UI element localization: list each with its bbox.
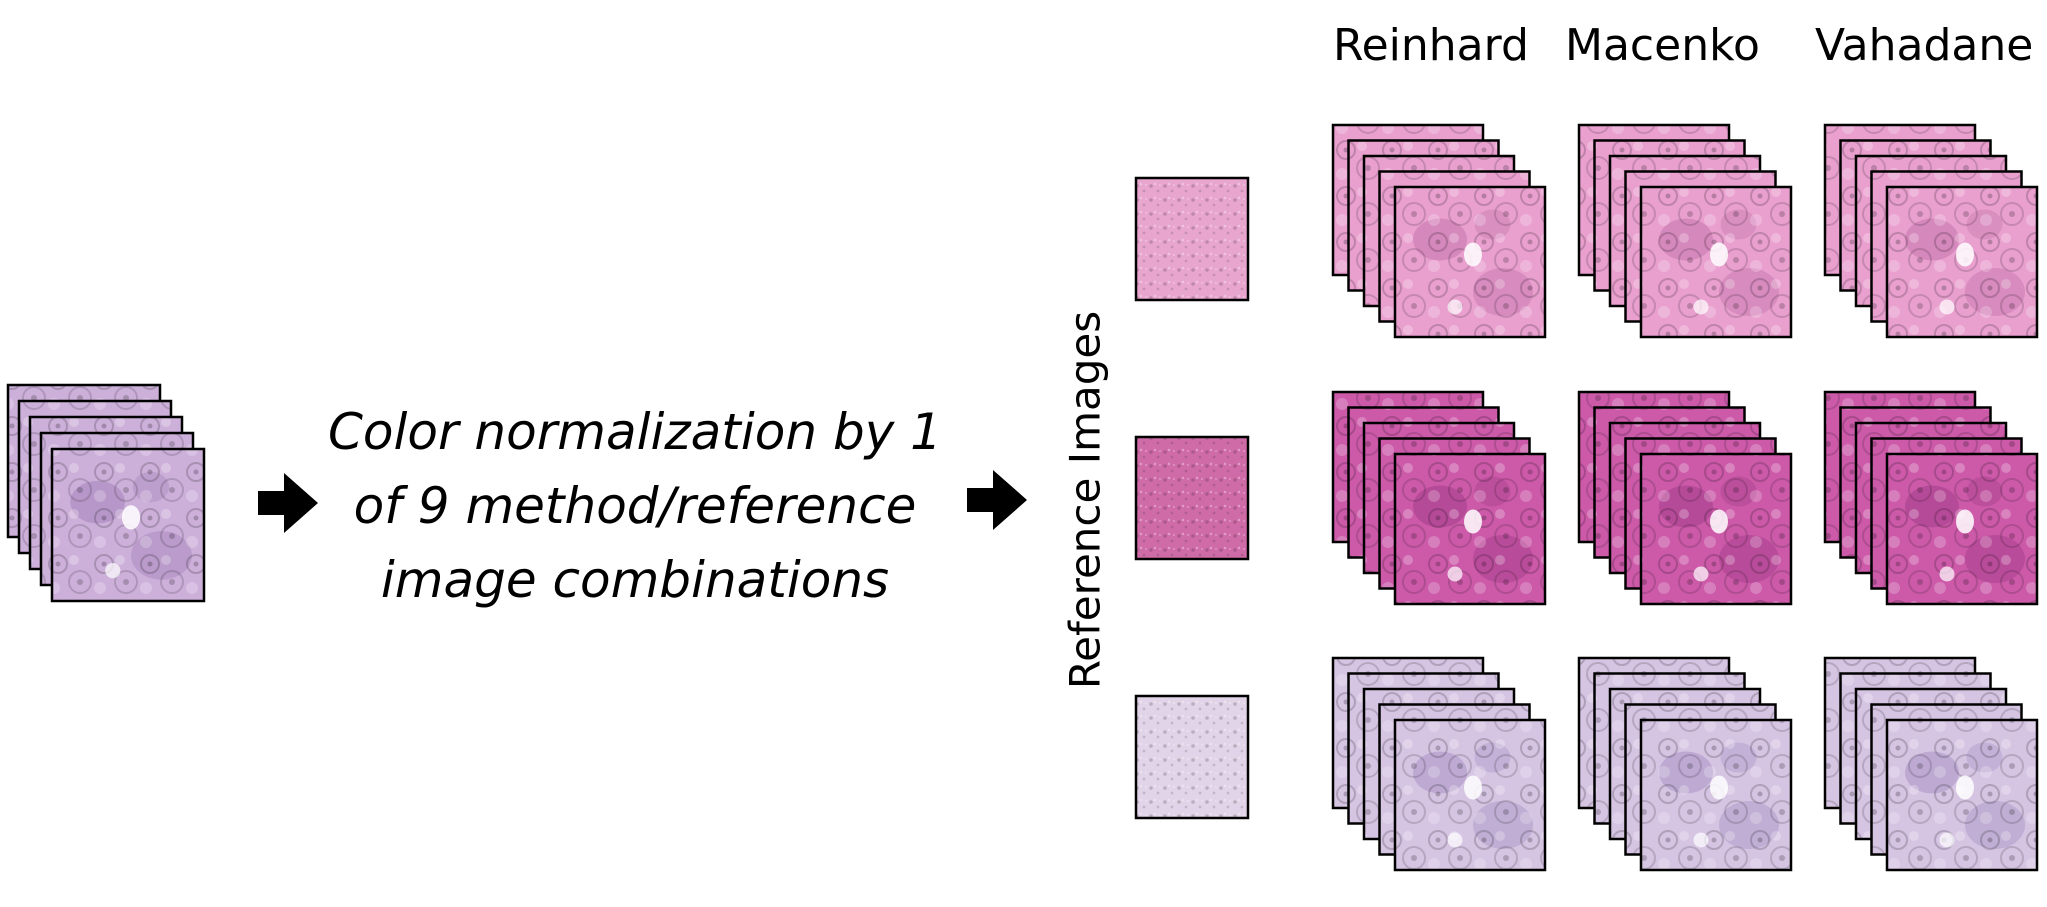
output-stack-r1-c2 [1577,123,1793,339]
output-stack-r2-c2 [1577,390,1793,606]
tissue-tile [1393,718,1547,872]
caption-line: of 9 method/reference [353,477,917,535]
output-stack-r2-c1 [1331,390,1547,606]
caption-line: Color normalization by 1 [328,403,942,461]
tissue-tile [1885,452,2039,606]
normalized-output-grid [1331,123,2039,872]
method-label-reinhard: Reinhard [1333,20,1529,71]
reference-image-1 [1134,176,1250,302]
arrow-icon [258,473,318,533]
input-tile-stack [6,383,206,603]
input-image-stack [6,383,206,603]
arrow-shape [967,470,1027,530]
tissue-tile [1639,452,1793,606]
tissue-tile [1393,452,1547,606]
caption-line: image combinations [380,551,890,609]
tissue-tile [1885,718,2039,872]
reference-images [1134,176,1250,820]
output-stack-r1-c3 [1823,123,2039,339]
method-label-vahadane: Vahadane [1815,20,2034,71]
process-caption: Color normalization by 1 of 9 method/ref… [310,395,960,617]
output-stack-r3-c1 [1331,656,1547,872]
reference-images-label-text: Reference Images [1060,310,1110,690]
tissue-tile [1639,185,1793,339]
output-stack-r3-c3 [1823,656,2039,872]
reference-image-3 [1134,694,1250,820]
output-stack-r1-c1 [1331,123,1547,339]
tissue-tile [50,447,206,603]
arrow-shape [258,473,318,533]
tissue-tile [1393,185,1547,339]
arrow-icon [967,470,1027,530]
reference-image-2 [1134,435,1250,561]
tissue-tile [1639,718,1793,872]
method-label-macenko: Macenko [1565,20,1760,71]
tissue-tile [1885,185,2039,339]
output-stack-r3-c2 [1577,656,1793,872]
output-stack-r2-c3 [1823,390,2039,606]
